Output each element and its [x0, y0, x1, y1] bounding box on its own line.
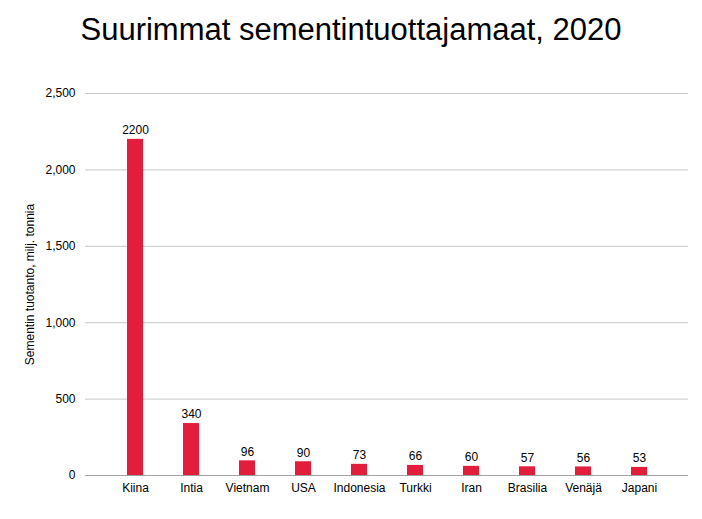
svg-text:Japani: Japani [622, 481, 657, 495]
svg-text:90: 90 [297, 446, 311, 460]
svg-text:1,000: 1,000 [45, 316, 75, 330]
svg-text:66: 66 [409, 449, 423, 463]
svg-text:0: 0 [69, 468, 76, 482]
svg-text:96: 96 [241, 445, 255, 459]
svg-text:Turkki: Turkki [399, 481, 431, 495]
svg-text:Indonesia: Indonesia [333, 481, 385, 495]
svg-text:Venäjä: Venäjä [565, 481, 602, 495]
svg-text:500: 500 [55, 392, 75, 406]
svg-text:56: 56 [577, 451, 591, 465]
svg-text:340: 340 [181, 407, 201, 421]
svg-text:1,500: 1,500 [45, 239, 75, 253]
svg-text:USA: USA [291, 481, 316, 495]
svg-text:Vietnam: Vietnam [226, 481, 270, 495]
svg-text:Kiina: Kiina [122, 481, 149, 495]
svg-text:Sementin tuotanto, milj. tonni: Sementin tuotanto, milj. tonnia [23, 203, 37, 365]
html-text:Suurimmat sementintuottajamaat: Suurimmat sementintuottajamaat, 2020 [80, 12, 622, 47]
svg-text:73: 73 [353, 448, 367, 462]
svg-text:Iran: Iran [461, 481, 482, 495]
svg-text:57: 57 [521, 451, 535, 465]
svg-text:60: 60 [465, 450, 479, 464]
svg-text:Brasilia: Brasilia [508, 481, 548, 495]
svg-text:53: 53 [633, 451, 647, 465]
svg-text:2,000: 2,000 [45, 163, 75, 177]
svg-text:2,500: 2,500 [45, 86, 75, 100]
svg-text:Intia: Intia [180, 481, 203, 495]
svg-text:2200: 2200 [122, 123, 149, 137]
